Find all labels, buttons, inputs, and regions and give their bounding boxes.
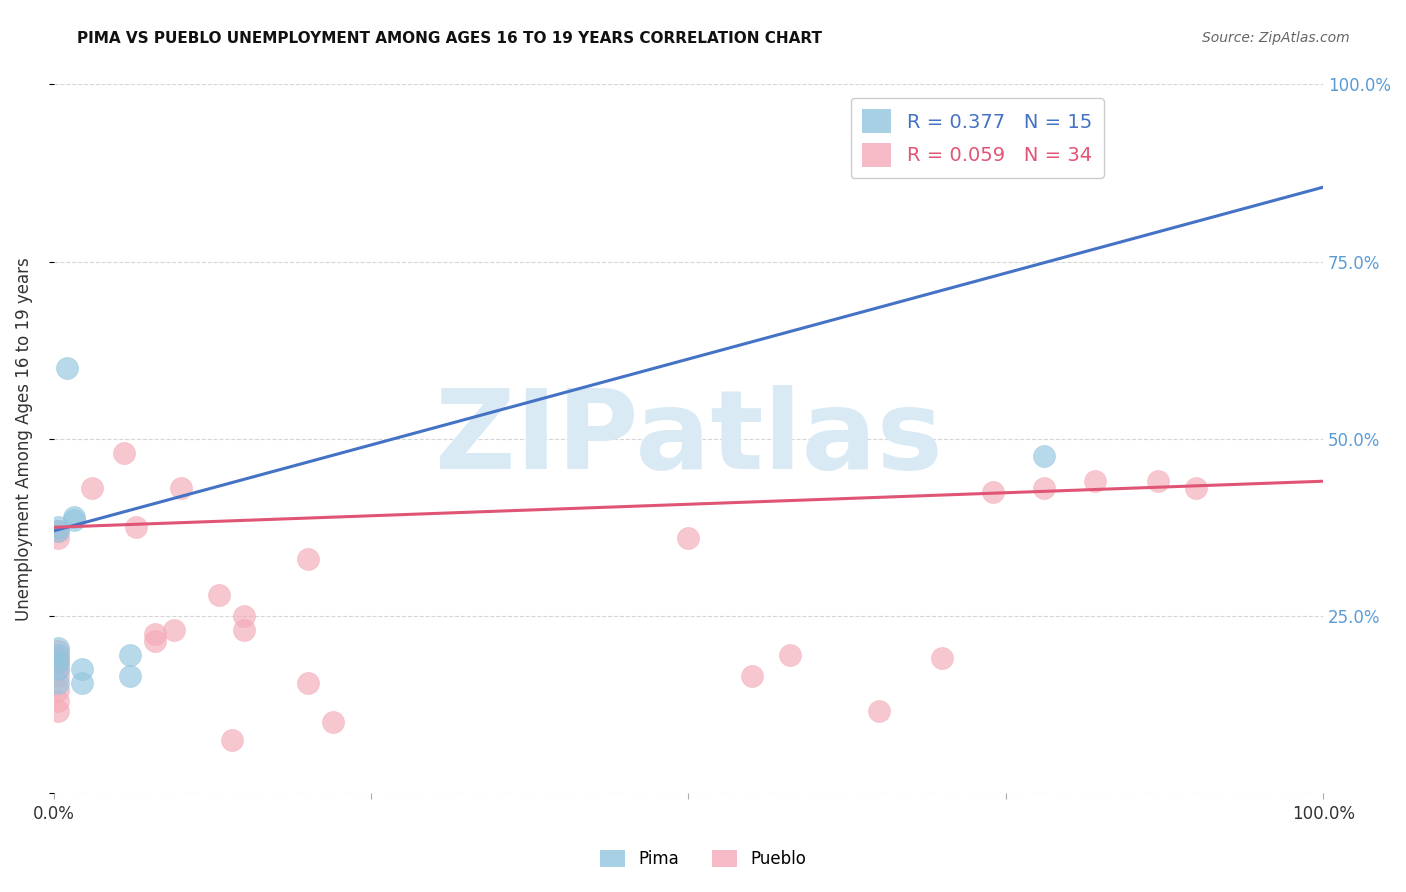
Point — [46, 669, 69, 683]
Point — [145, 626, 167, 640]
Point — [46, 531, 69, 545]
Point — [46, 644, 69, 658]
Text: ZIPatlas: ZIPatlas — [434, 385, 942, 492]
Legend: R = 0.377   N = 15, R = 0.059   N = 34: R = 0.377 N = 15, R = 0.059 N = 34 — [851, 98, 1104, 178]
Point — [46, 524, 69, 538]
Point — [981, 484, 1004, 499]
Point — [1032, 450, 1054, 464]
Point — [1185, 481, 1208, 495]
Point — [125, 520, 148, 534]
Point — [779, 648, 801, 662]
Point — [46, 648, 69, 662]
Y-axis label: Unemployment Among Ages 16 to 19 years: Unemployment Among Ages 16 to 19 years — [15, 257, 32, 621]
Point — [145, 633, 167, 648]
Point — [80, 481, 103, 495]
Point — [46, 694, 69, 708]
Point — [46, 683, 69, 698]
Point — [46, 655, 69, 669]
Point — [208, 588, 231, 602]
Point — [46, 676, 69, 690]
Point — [46, 640, 69, 655]
Point — [55, 360, 77, 375]
Point — [46, 655, 69, 669]
Point — [678, 531, 700, 545]
Point — [741, 669, 763, 683]
Point — [297, 552, 319, 566]
Point — [46, 520, 69, 534]
Point — [163, 623, 186, 637]
Point — [46, 524, 69, 538]
Point — [868, 705, 890, 719]
Point — [63, 513, 86, 527]
Point — [118, 648, 141, 662]
Legend: Pima, Pueblo: Pima, Pueblo — [593, 843, 813, 875]
Point — [46, 662, 69, 676]
Point — [63, 509, 86, 524]
Text: Source: ZipAtlas.com: Source: ZipAtlas.com — [1202, 31, 1350, 45]
Point — [170, 481, 193, 495]
Point — [46, 705, 69, 719]
Point — [931, 651, 953, 665]
Point — [322, 715, 344, 730]
Point — [70, 676, 93, 690]
Point — [233, 608, 256, 623]
Point — [1147, 474, 1170, 488]
Point — [297, 676, 319, 690]
Point — [1032, 481, 1054, 495]
Point — [221, 732, 243, 747]
Point — [46, 651, 69, 665]
Point — [1084, 474, 1107, 488]
Text: PIMA VS PUEBLO UNEMPLOYMENT AMONG AGES 16 TO 19 YEARS CORRELATION CHART: PIMA VS PUEBLO UNEMPLOYMENT AMONG AGES 1… — [77, 31, 823, 46]
Point — [46, 662, 69, 676]
Point — [118, 669, 141, 683]
Point — [233, 623, 256, 637]
Point — [112, 446, 135, 460]
Point — [70, 662, 93, 676]
